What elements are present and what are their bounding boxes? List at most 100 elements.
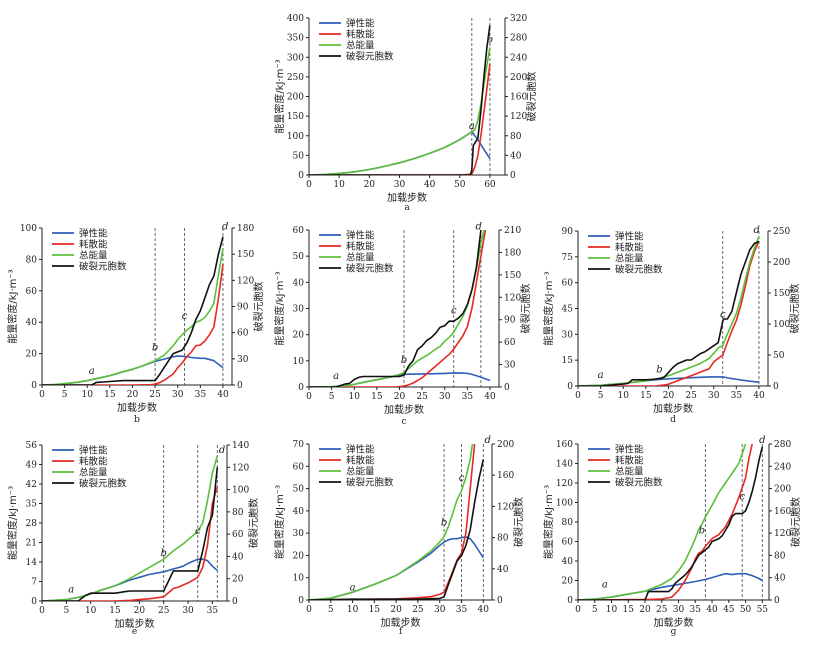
panel-caption: e bbox=[132, 627, 137, 637]
y-tick-label: 60 bbox=[562, 279, 574, 289]
legend-label: 破裂元胞数 bbox=[615, 477, 663, 489]
x-tick-label: 20 bbox=[394, 392, 406, 402]
legend-label: 弹性能 bbox=[615, 444, 644, 456]
x-tick-label: 15 bbox=[109, 606, 121, 616]
y-tick-label: 56 bbox=[26, 441, 38, 451]
x-tick-label: 10 bbox=[606, 605, 618, 615]
chart-panel-e: 0 5 10 15 20 25 30 35 0 7 14 21 28 35 42 49 56 0 20 40 60 80 1… bbox=[6, 441, 260, 637]
x-tick-label: 10 bbox=[618, 391, 630, 401]
stage-annotation: c bbox=[182, 311, 188, 322]
x-tick-label: 10 bbox=[347, 605, 359, 615]
y2-tick-label: 0 bbox=[232, 597, 238, 607]
x-tick-label: 0 bbox=[306, 605, 312, 615]
stage-annotation: c bbox=[739, 492, 745, 503]
y-tick-label: 100 bbox=[20, 224, 37, 234]
y2-tick-label: 280 bbox=[510, 34, 527, 44]
series-line bbox=[309, 229, 485, 387]
x-tick-label: 0 bbox=[575, 605, 581, 615]
x-tick-label: 25 bbox=[149, 390, 161, 400]
x-tick-label: 15 bbox=[371, 392, 383, 402]
stage-annotation: b bbox=[152, 343, 158, 354]
y-tick-label: 120 bbox=[556, 479, 573, 489]
x-axis-label: 加载步数 bbox=[117, 401, 157, 414]
y-tick-label: 49 bbox=[26, 461, 38, 471]
x-tick-label: 0 bbox=[575, 391, 581, 401]
y-tick-label: 80 bbox=[26, 255, 38, 265]
panel-caption: b bbox=[134, 415, 140, 425]
y-tick-label: 50 bbox=[293, 151, 305, 161]
chart-panel-a: 0 10 20 30 40 50 60 0 50 100 150 200 250 300 350 400 0 40… bbox=[273, 14, 538, 213]
x-tick-label: 50 bbox=[740, 605, 752, 615]
y2-tick-label: 60 bbox=[232, 530, 244, 540]
stage-annotation: d bbox=[759, 435, 765, 446]
stage-annotation: b bbox=[161, 548, 167, 559]
y-tick-label: 45 bbox=[562, 305, 574, 315]
legend-label: 破裂元胞数 bbox=[79, 478, 127, 490]
y2-tick-label: 120 bbox=[232, 463, 249, 473]
y2-tick-label: 0 bbox=[510, 171, 516, 181]
stage-annotation: a bbox=[350, 582, 356, 593]
stage-annotation: d bbox=[753, 225, 759, 236]
legend-label: 耗散能 bbox=[79, 456, 108, 468]
panel-caption: g bbox=[671, 627, 677, 637]
x-tick-label: 45 bbox=[723, 605, 735, 615]
x-tick-label: 20 bbox=[127, 390, 139, 400]
stage-annotation: b bbox=[699, 526, 705, 537]
y2-axis-label: 破裂元胞数 bbox=[525, 72, 538, 122]
series-line bbox=[578, 443, 747, 600]
y-axis-label: 能量密度/kJ·m⁻³ bbox=[542, 271, 555, 345]
x-tick-label: 10 bbox=[333, 180, 345, 190]
y-tick-label: 60 bbox=[293, 462, 305, 472]
y2-tick-label: 30 bbox=[237, 355, 249, 365]
chart-panel-d: 0 5 10 15 20 25 30 35 40 0 15 30 45 60 75 90 0 50 100 150 20… bbox=[542, 225, 801, 425]
series-line bbox=[309, 229, 487, 387]
y2-tick-label: 120 bbox=[237, 276, 254, 286]
y-tick-label: 100 bbox=[556, 499, 573, 509]
y2-tick-label: 40 bbox=[232, 552, 244, 562]
y2-axis-label: 破裂元胞数 bbox=[788, 284, 801, 334]
y2-tick-label: 90 bbox=[237, 303, 249, 313]
y-tick-label: 300 bbox=[287, 53, 304, 63]
x-tick-label: 25 bbox=[685, 391, 697, 401]
stage-annotation: c bbox=[451, 305, 457, 316]
x-tick-label: 20 bbox=[134, 606, 146, 616]
y2-tick-label: 40 bbox=[510, 151, 522, 161]
y-tick-label: 80 bbox=[562, 518, 574, 528]
series-line bbox=[42, 467, 219, 601]
stage-annotation: c bbox=[459, 473, 465, 484]
y-tick-label: 20 bbox=[26, 350, 38, 360]
series-line bbox=[42, 248, 224, 385]
legend-label: 破裂元胞数 bbox=[79, 261, 127, 273]
x-tick-label: 0 bbox=[306, 180, 312, 190]
series-line bbox=[42, 236, 224, 385]
y-tick-label: 140 bbox=[556, 460, 573, 470]
x-tick-label: 30 bbox=[182, 606, 194, 616]
y-tick-label: 0 bbox=[31, 597, 37, 607]
x-tick-label: 15 bbox=[640, 391, 652, 401]
series-line bbox=[42, 486, 219, 601]
legend-label: 破裂元胞数 bbox=[346, 477, 394, 489]
series-line bbox=[309, 25, 491, 175]
stage-annotation: a bbox=[598, 370, 604, 381]
y-tick-label: 60 bbox=[293, 226, 305, 236]
legend-label: 弹性能 bbox=[346, 18, 375, 30]
x-tick-label: 20 bbox=[663, 391, 675, 401]
y2-axis-label: 破裂元胞数 bbox=[512, 497, 525, 547]
x-axis-label: 加载步数 bbox=[384, 403, 424, 416]
stage-annotation: d bbox=[475, 222, 481, 233]
legend-label: 弹性能 bbox=[79, 445, 108, 457]
y-tick-label: 40 bbox=[562, 557, 574, 567]
y-tick-label: 30 bbox=[562, 330, 574, 340]
y2-tick-label: 280 bbox=[774, 440, 791, 450]
x-tick-label: 5 bbox=[329, 392, 335, 402]
y2-tick-label: 140 bbox=[232, 441, 249, 451]
y2-tick-label: 160 bbox=[497, 471, 514, 481]
y-tick-label: 0 bbox=[298, 596, 304, 606]
y2-tick-label: 210 bbox=[504, 226, 521, 236]
y2-tick-label: 100 bbox=[232, 486, 249, 496]
x-tick-label: 5 bbox=[592, 605, 598, 615]
y2-tick-label: 160 bbox=[510, 93, 527, 103]
y-tick-label: 40 bbox=[293, 278, 305, 288]
x-tick-label: 0 bbox=[39, 606, 45, 616]
